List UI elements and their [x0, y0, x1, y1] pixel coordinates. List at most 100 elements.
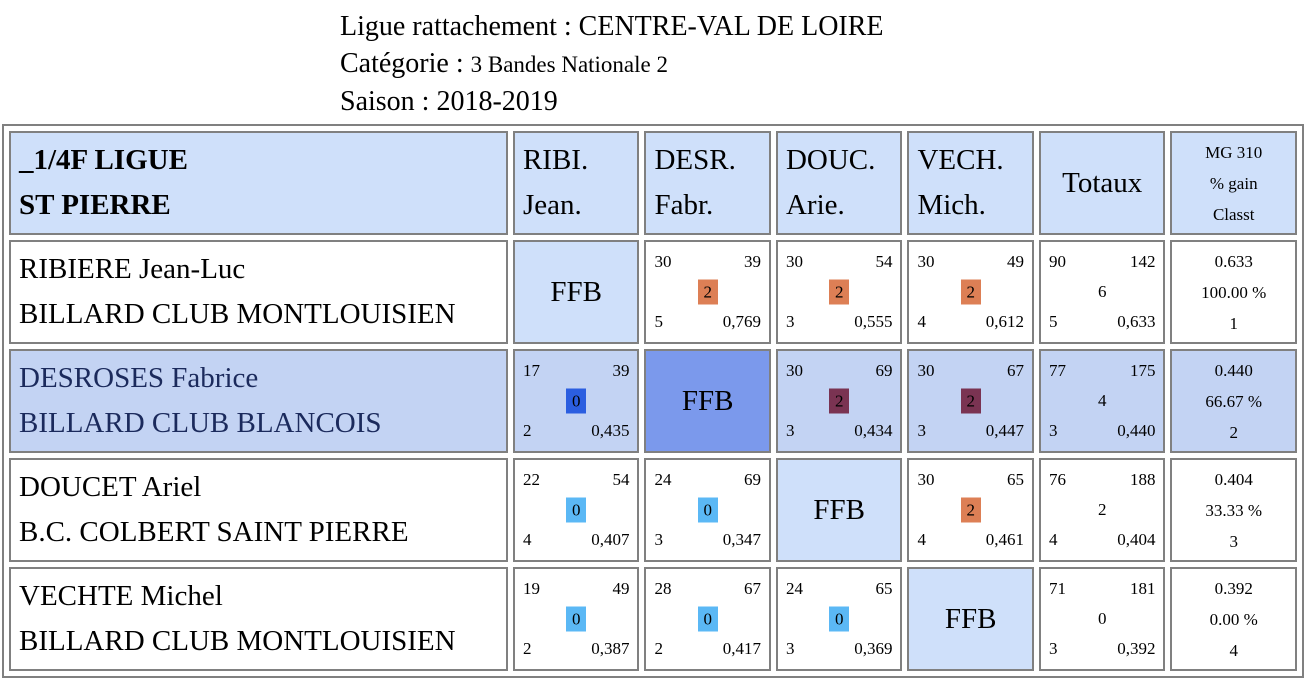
match-cell: 24 65 0 3 0,369	[775, 567, 903, 671]
match-points: 30	[917, 470, 935, 489]
player-cell: DOUCET Ariel B.C. COLBERT SAINT PIERRE	[9, 458, 508, 562]
match-innings: 2	[522, 421, 532, 440]
player-cell: RIBIERE Jean-Luc BILLARD CLUB MONTLOUISIE…	[9, 240, 508, 344]
gain-percent: 33.33 %	[1205, 500, 1263, 520]
match-points: 30	[785, 361, 803, 380]
mg-cell: 0.404 33.33 % 3	[1170, 458, 1297, 562]
mg-cell: 0.633 100.00 % 1	[1170, 240, 1297, 344]
totals-cell: 76 188 2 4 0,404	[1038, 458, 1166, 562]
poule-title-cell: _1/4F LIGUE ST PIERRE	[9, 131, 508, 235]
match-average: 0,347	[722, 530, 761, 549]
column-header-line1: DESR.	[654, 144, 736, 176]
mg-value: 0.392	[1214, 578, 1253, 598]
match-result-badge: 2	[829, 388, 850, 414]
poule-title-line2: ST PIERRE	[19, 189, 171, 221]
match-result-badge: 0	[829, 606, 850, 632]
saison-label: Saison :	[340, 86, 437, 117]
total-max-points: 142	[1129, 252, 1156, 271]
match-points: 30	[785, 252, 803, 271]
match-max-points: 65	[1006, 470, 1024, 489]
saison-line: Saison : 2018-2019	[340, 83, 884, 120]
categorie-line: Catégorie : 3 Bandes Nationale 2	[340, 45, 884, 83]
match-innings: 3	[785, 639, 795, 658]
match-max-points: 67	[1006, 361, 1024, 380]
column-header-line2: Mich.	[917, 189, 986, 221]
match-max-points: 49	[1006, 252, 1024, 271]
match-average: 0,555	[854, 312, 893, 331]
match-points: 30	[654, 252, 672, 271]
match-result-badge: 2	[960, 279, 981, 305]
page-header: Ligue rattachement : CENTRE-VAL DE LOIRE…	[340, 8, 884, 120]
match-average: 0,447	[985, 421, 1024, 440]
match-innings: 3	[785, 421, 795, 440]
player-name: DESROSES Fabrice	[19, 362, 259, 394]
total-points: 90	[1048, 252, 1066, 271]
match-max-points: 54	[875, 252, 893, 271]
column-header-vech: VECH. Mich.	[907, 131, 1034, 235]
mg-cell: 0.440 66.67 % 2	[1170, 349, 1297, 453]
match-average: 0,369	[854, 639, 893, 658]
match-points: 28	[654, 579, 672, 598]
total-points: 77	[1048, 361, 1066, 380]
total-match-points: 6	[1097, 282, 1107, 301]
player-cell: VECHTE Michel BILLARD CLUB MONTLOUISIEN	[9, 567, 508, 671]
player-club: BILLARD CLUB MONTLOUISIEN	[19, 625, 456, 657]
match-result-badge: 2	[960, 497, 981, 523]
match-innings: 3	[785, 312, 795, 331]
match-average: 0,461	[985, 530, 1024, 549]
player-name: RIBIERE Jean-Luc	[19, 253, 246, 285]
categorie-label: Catégorie :	[340, 48, 471, 79]
gain-percent: 0.00 %	[1209, 609, 1258, 629]
totals-cell: 71 181 0 3 0,392	[1038, 567, 1166, 671]
mg-value: 0.440	[1214, 360, 1253, 380]
match-result-badge: 0	[566, 606, 587, 632]
total-innings: 3	[1048, 421, 1058, 440]
column-header-douc: DOUC. Arie.	[775, 131, 903, 235]
match-average: 0,417	[722, 639, 761, 658]
total-average: 0,392	[1117, 639, 1156, 658]
match-points: 24	[654, 470, 672, 489]
ffb-cell: FFB	[512, 240, 640, 344]
match-cell: 30 54 2 3 0,555	[775, 240, 903, 344]
total-average: 0,440	[1117, 421, 1156, 440]
match-innings: 3	[917, 421, 926, 440]
match-max-points: 49	[612, 579, 630, 598]
match-result-badge: 0	[697, 497, 718, 523]
poule-title-line1: _1/4F LIGUE	[19, 144, 188, 176]
match-max-points: 54	[612, 470, 630, 489]
match-cell: 30 65 2 4 0,461	[907, 458, 1034, 562]
match-cell: 28 67 0 2 0,417	[644, 567, 771, 671]
gain-label: % gain	[1209, 173, 1258, 193]
match-innings: 2	[522, 639, 532, 658]
match-max-points: 39	[612, 361, 630, 380]
match-innings: 4	[917, 312, 926, 331]
rank: 3	[1229, 531, 1238, 551]
totaux-label: Totaux	[1062, 166, 1143, 199]
match-max-points: 69	[743, 470, 761, 489]
player-club: B.C. COLBERT SAINT PIERRE	[19, 516, 409, 548]
match-average: 0,434	[854, 421, 893, 440]
table-row: DOUCET Ariel B.C. COLBERT SAINT PIERRE 2 2 5…	[9, 458, 1297, 562]
table-row: VECHTE Michel BILLARD CLUB MONTLOUISIEN 19…	[9, 567, 1297, 671]
rank: 2	[1229, 422, 1238, 442]
mg-value: 0.633	[1214, 251, 1253, 271]
match-cell: 30 39 2 5 0,769	[644, 240, 771, 344]
total-match-points: 2	[1097, 500, 1107, 519]
column-header-desr: DESR. Fabr.	[644, 131, 771, 235]
match-points: 17	[522, 361, 540, 380]
match-cell: 24 69 0 3 0,347	[644, 458, 771, 562]
ligue-line: Ligue rattachement : CENTRE-VAL DE LOIRE	[340, 8, 884, 45]
player-name: VECHTE Michel	[19, 580, 223, 612]
mg-value: 0.404	[1214, 469, 1253, 489]
match-innings: 3	[654, 530, 663, 549]
match-average: 0,612	[985, 312, 1024, 331]
match-points: 30	[917, 252, 935, 271]
column-header-line1: DOUC.	[785, 144, 876, 176]
ffb-cell: FFB	[644, 349, 771, 453]
match-result-badge: 2	[697, 279, 718, 305]
match-points: 24	[785, 579, 803, 598]
table-header-row: _1/4F LIGUE ST PIERRE RIBI. Jean. DESR. …	[9, 131, 1297, 235]
match-average: 0,769	[722, 312, 761, 331]
rank: 1	[1229, 313, 1238, 333]
total-innings: 5	[1048, 312, 1058, 331]
